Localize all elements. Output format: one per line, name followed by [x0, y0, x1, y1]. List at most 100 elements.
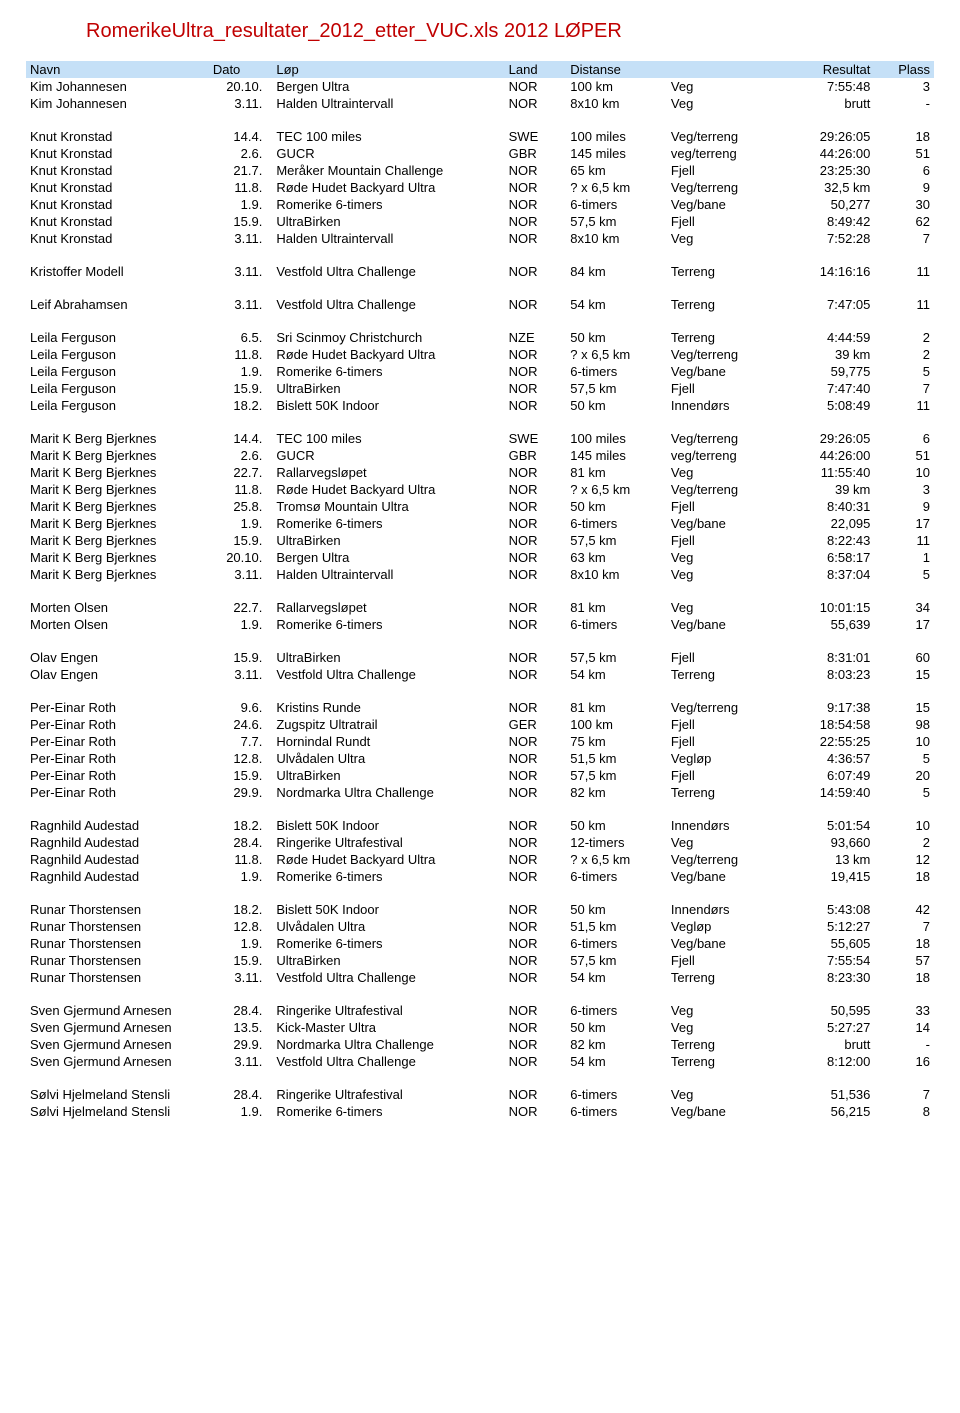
cell-res: 56,215 [778, 1103, 875, 1120]
cell-terr: Veg/terreng [667, 179, 778, 196]
cell-lop: Romerike 6-timers [266, 616, 504, 633]
table-row: Per-Einar Roth9.6.Kristins RundeNOR81 km… [26, 699, 934, 716]
cell-land: NOR [505, 481, 567, 498]
cell-dato: 11.8. [209, 851, 267, 868]
cell-plass: 10 [874, 464, 934, 481]
cell-dist: 6-timers [566, 196, 667, 213]
table-row: Runar Thorstensen3.11.Vestfold Ultra Cha… [26, 969, 934, 986]
cell-lop: Nordmarka Ultra Challenge [266, 784, 504, 801]
cell-land: SWE [505, 128, 567, 145]
table-row: Olav Engen3.11.Vestfold Ultra ChallengeN… [26, 666, 934, 683]
cell-terr: Fjell [667, 213, 778, 230]
table-row: Ragnhild Audestad28.4.Ringerike Ultrafes… [26, 834, 934, 851]
table-row: Sven Gjermund Arnesen3.11.Vestfold Ultra… [26, 1053, 934, 1070]
cell-navn: Per-Einar Roth [26, 716, 209, 733]
cell-plass: 18 [874, 868, 934, 885]
cell-plass: 11 [874, 532, 934, 549]
cell-dist: 6-timers [566, 363, 667, 380]
cell-dist: 63 km [566, 549, 667, 566]
cell-land: NOR [505, 969, 567, 986]
cell-plass: 3 [874, 481, 934, 498]
cell-res: 19,415 [778, 868, 875, 885]
cell-navn: Kim Johannesen [26, 78, 209, 95]
cell-navn: Knut Kronstad [26, 179, 209, 196]
cell-dato: 11.8. [209, 346, 267, 363]
table-row: Leila Ferguson6.5.Sri Scinmoy Christchur… [26, 329, 934, 346]
group-spacer [26, 313, 934, 329]
cell-terr: Veg [667, 1002, 778, 1019]
cell-navn: Marit K Berg Bjerknes [26, 515, 209, 532]
cell-navn: Leif Abrahamsen [26, 296, 209, 313]
cell-land: NOR [505, 767, 567, 784]
cell-res: 44:26:00 [778, 447, 875, 464]
cell-terr: Terreng [667, 969, 778, 986]
cell-navn: Per-Einar Roth [26, 733, 209, 750]
cell-res: 55,639 [778, 616, 875, 633]
cell-land: NOR [505, 649, 567, 666]
cell-dato: 1.9. [209, 868, 267, 885]
cell-navn: Knut Kronstad [26, 145, 209, 162]
cell-land: NOR [505, 699, 567, 716]
table-row: Marit K Berg Bjerknes11.8.Røde Hudet Bac… [26, 481, 934, 498]
cell-dist: 57,5 km [566, 767, 667, 784]
cell-dato: 13.5. [209, 1019, 267, 1036]
cell-navn: Runar Thorstensen [26, 901, 209, 918]
cell-navn: Olav Engen [26, 666, 209, 683]
cell-dato: 3.11. [209, 263, 267, 280]
cell-navn: Per-Einar Roth [26, 784, 209, 801]
cell-plass: - [874, 1036, 934, 1053]
cell-dist: 50 km [566, 498, 667, 515]
cell-res: 7:47:40 [778, 380, 875, 397]
cell-dato: 2.6. [209, 447, 267, 464]
cell-res: 8:23:30 [778, 969, 875, 986]
cell-lop: Bislett 50K Indoor [266, 901, 504, 918]
cell-land: NOR [505, 851, 567, 868]
cell-res: 5:43:08 [778, 901, 875, 918]
table-row: Per-Einar Roth29.9.Nordmarka Ultra Chall… [26, 784, 934, 801]
cell-terr: Veg/bane [667, 616, 778, 633]
cell-navn: Marit K Berg Bjerknes [26, 447, 209, 464]
cell-terr: Innendørs [667, 817, 778, 834]
cell-plass: 12 [874, 851, 934, 868]
cell-plass: 11 [874, 296, 934, 313]
cell-lop: Romerike 6-timers [266, 515, 504, 532]
cell-dato: 3.11. [209, 230, 267, 247]
cell-navn: Knut Kronstad [26, 213, 209, 230]
cell-land: NOR [505, 1053, 567, 1070]
table-row: Knut Kronstad11.8.Røde Hudet Backyard Ul… [26, 179, 934, 196]
cell-dist: 145 miles [566, 447, 667, 464]
cell-dato: 3.11. [209, 296, 267, 313]
cell-dato: 28.4. [209, 1002, 267, 1019]
table-row: Knut Kronstad15.9.UltraBirkenNOR57,5 kmF… [26, 213, 934, 230]
cell-lop: UltraBirken [266, 213, 504, 230]
cell-res: 7:55:48 [778, 78, 875, 95]
cell-plass: 51 [874, 145, 934, 162]
cell-res: 9:17:38 [778, 699, 875, 716]
cell-plass: 9 [874, 498, 934, 515]
cell-res: 22,095 [778, 515, 875, 532]
cell-lop: Vestfold Ultra Challenge [266, 263, 504, 280]
cell-dato: 12.8. [209, 918, 267, 935]
cell-dato: 11.8. [209, 481, 267, 498]
cell-terr: Fjell [667, 532, 778, 549]
cell-terr: Veg/bane [667, 868, 778, 885]
cell-plass: 6 [874, 162, 934, 179]
cell-navn: Runar Thorstensen [26, 969, 209, 986]
cell-lop: Nordmarka Ultra Challenge [266, 1036, 504, 1053]
cell-terr: veg/terreng [667, 145, 778, 162]
cell-dist: 50 km [566, 329, 667, 346]
cell-lop: Kristins Runde [266, 699, 504, 716]
cell-land: NOR [505, 162, 567, 179]
cell-dato: 25.8. [209, 498, 267, 515]
cell-dato: 1.9. [209, 1103, 267, 1120]
cell-plass: 8 [874, 1103, 934, 1120]
cell-dato: 1.9. [209, 515, 267, 532]
cell-res: 4:36:57 [778, 750, 875, 767]
cell-res: 39 km [778, 346, 875, 363]
cell-dato: 15.9. [209, 532, 267, 549]
cell-land: NOR [505, 179, 567, 196]
table-row: Per-Einar Roth24.6.Zugspitz UltratrailGE… [26, 716, 934, 733]
cell-dist: ? x 6,5 km [566, 851, 667, 868]
group-spacer [26, 801, 934, 817]
cell-terr: Veg/bane [667, 515, 778, 532]
